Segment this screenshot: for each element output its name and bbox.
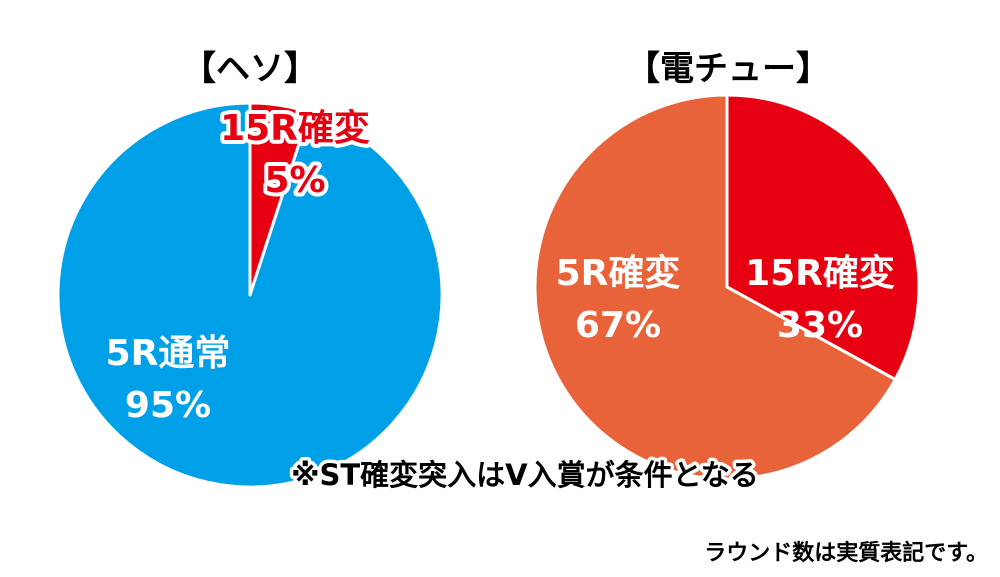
denchu-labels: 15R確変 33% 5R確変 67% [556,252,895,346]
heso-pie-slice-1 [56,101,444,489]
heso-labels: 15R確変 5% 5R通常 95% [106,103,374,426]
denchu-slice-1-name-label: 5R確変 [556,252,681,294]
denchu-slices [533,93,921,481]
denchu-slice-0-name-label: 15R確変 [745,252,895,294]
denchu-slice-1-value-label: 67% [575,305,661,346]
heso-slice-1-name-label: 5R通常 [106,333,231,374]
heso-slice-0-name-label: 15R確変 [220,107,370,149]
denchu-pie-slice-1 [533,93,897,481]
heso-slices [56,101,444,489]
heso-chart-title: 【ヘソ】 [182,49,318,89]
denchu-pie-slice-0 [725,93,921,381]
heso-slice-0-value-label: 5% [264,160,325,201]
round-note: ラウンド数は実質表記です。 [704,540,988,566]
denchu-pie-chart: 【電チュー】 15R確変 33% 5R確変 67% [533,49,921,481]
heso-slice-1-value-label: 95% [125,385,211,426]
footnote-text: ※ST確変突入はV入賞が条件となる [291,458,758,492]
denchu-slice-0-value-label: 33% [777,305,863,346]
denchu-chart-title: 【電チュー】 [626,49,830,89]
heso-pie-chart: 【ヘソ】 15R確変 5% 5R通常 95% [56,49,444,489]
